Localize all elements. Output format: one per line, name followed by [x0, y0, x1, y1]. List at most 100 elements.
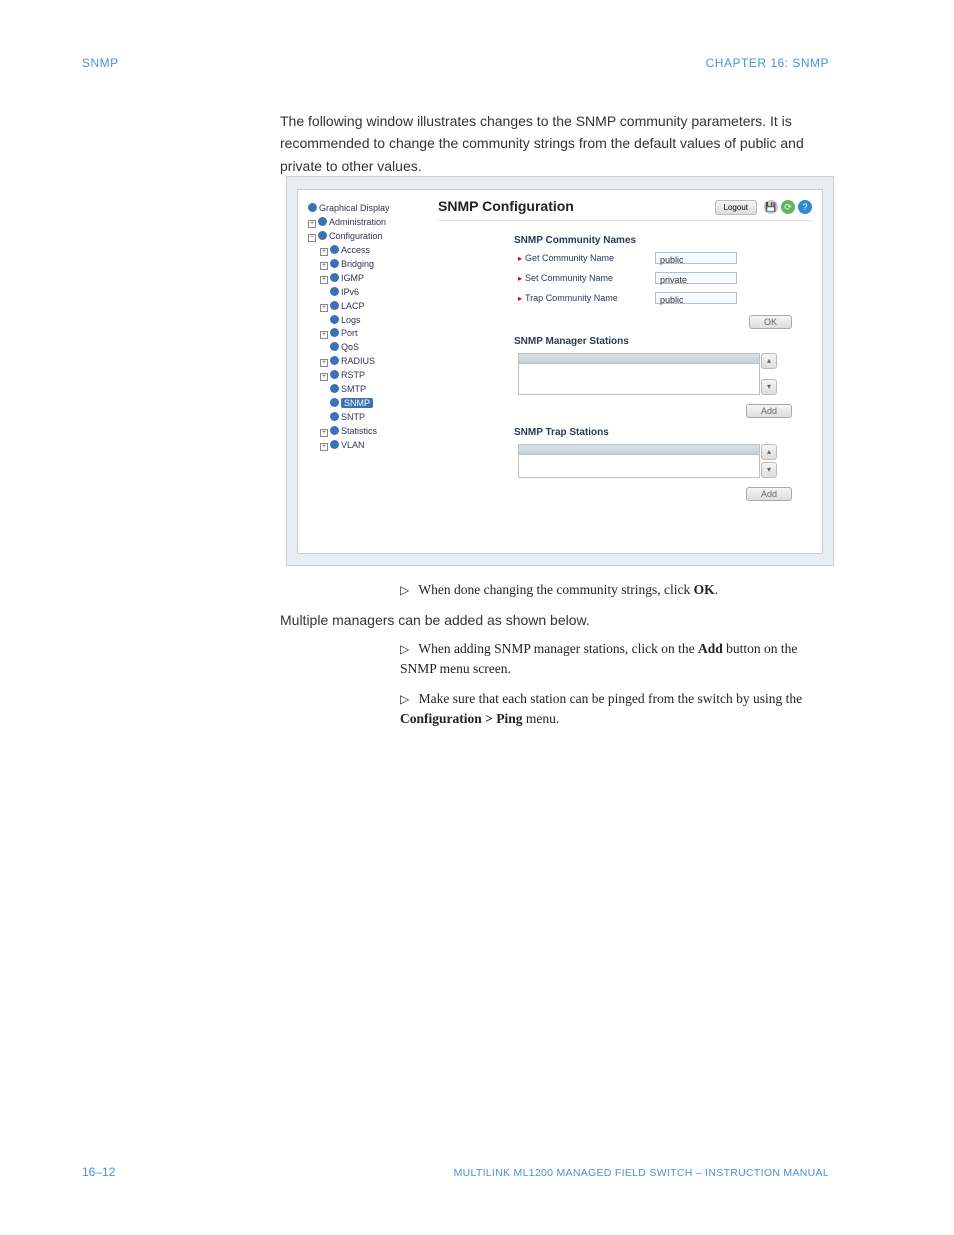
- tree-smtp[interactable]: SMTP: [330, 383, 423, 397]
- add-trap-row: Add: [438, 484, 792, 502]
- bullet-icon: [330, 342, 339, 351]
- pane-title: SNMP Configuration: [438, 198, 574, 214]
- instruction-3: ▷ Make sure that each station can be pin…: [400, 689, 830, 730]
- tree-access[interactable]: +Access: [320, 244, 423, 258]
- collapse-icon[interactable]: −: [308, 234, 316, 242]
- get-community-input[interactable]: public: [655, 252, 737, 264]
- expand-icon[interactable]: +: [320, 359, 328, 367]
- tree-logs[interactable]: Logs: [330, 314, 423, 328]
- scroll-up-icon[interactable]: ▴: [761, 444, 777, 460]
- divider: [438, 220, 812, 221]
- tree-rstp[interactable]: +RSTP: [320, 369, 423, 383]
- tree-port[interactable]: +Port: [320, 327, 423, 341]
- bullet-icon: [330, 315, 339, 324]
- add-trap-button[interactable]: Add: [746, 487, 792, 501]
- arrow-icon: ▸: [518, 274, 522, 283]
- screenshot-inner: Graphical Display +Administration −Confi…: [297, 189, 823, 554]
- expand-icon[interactable]: +: [320, 276, 328, 284]
- instruction-2: ▷ When adding SNMP manager stations, cli…: [400, 639, 830, 680]
- expand-icon[interactable]: +: [320, 262, 328, 270]
- content-pane: SNMP Configuration Logout 💾 ⟳ ? SNMP Com…: [428, 190, 822, 553]
- bullet-icon: [330, 356, 339, 365]
- tree-statistics[interactable]: +Statistics: [320, 425, 423, 439]
- arrow-icon: ▸: [518, 294, 522, 303]
- scroll-down-icon[interactable]: ▾: [761, 379, 777, 395]
- trap-community-input[interactable]: public: [655, 292, 737, 304]
- instruction-1: ▷ When done changing the community strin…: [400, 580, 830, 600]
- trap-community-label: Trap Community Name: [525, 293, 655, 303]
- expand-icon[interactable]: +: [320, 248, 328, 256]
- arrow-icon: ▸: [518, 254, 522, 263]
- tree-graphical-display[interactable]: Graphical Display: [308, 202, 423, 216]
- pane-header-icons: Logout 💾 ⟳ ?: [715, 200, 812, 215]
- bullet-icon: [330, 301, 339, 310]
- pane-header: SNMP Configuration Logout 💾 ⟳ ?: [438, 198, 812, 216]
- refresh-icon[interactable]: ⟳: [781, 200, 795, 214]
- screenshot-frame: Graphical Display +Administration −Confi…: [286, 176, 834, 566]
- add-manager-row: Add: [438, 401, 792, 419]
- bullet-icon: [330, 245, 339, 254]
- list-header: [519, 445, 759, 455]
- tree-qos[interactable]: QoS: [330, 341, 423, 355]
- expand-icon[interactable]: +: [320, 304, 328, 312]
- bullet-icon: [330, 287, 339, 296]
- nav-tree: Graphical Display +Administration −Confi…: [308, 202, 423, 453]
- bullet-icon: [308, 203, 317, 212]
- get-community-label: Get Community Name: [525, 253, 655, 263]
- tree-snmp[interactable]: SNMP: [330, 397, 423, 411]
- tree-sntp[interactable]: SNTP: [330, 411, 423, 425]
- row-get-community: ▸ Get Community Name public: [518, 252, 812, 264]
- header-left: SNMP: [82, 56, 119, 70]
- tree-igmp[interactable]: +IGMP: [320, 272, 423, 286]
- bullet-icon: [330, 384, 339, 393]
- expand-icon[interactable]: +: [320, 373, 328, 381]
- manager-stations-list[interactable]: ▴ ▾: [518, 353, 760, 395]
- expand-icon[interactable]: +: [320, 443, 328, 451]
- scroll-up-icon[interactable]: ▴: [761, 353, 777, 369]
- tree-administration[interactable]: +Administration: [308, 216, 423, 230]
- section-community-names: SNMP Community Names: [514, 235, 812, 246]
- bullet-icon: [330, 273, 339, 282]
- tree-radius[interactable]: +RADIUS: [320, 355, 423, 369]
- bullet-icon: [330, 412, 339, 421]
- ok-button[interactable]: OK: [749, 315, 792, 329]
- bullet-icon: [330, 426, 339, 435]
- triangle-icon: ▷: [400, 692, 409, 706]
- bullet-icon: [330, 328, 339, 337]
- expand-icon[interactable]: +: [320, 429, 328, 437]
- body-text-2: Multiple managers can be added as shown …: [280, 609, 590, 631]
- triangle-icon: ▷: [400, 642, 409, 656]
- section-trap-stations: SNMP Trap Stations: [514, 427, 812, 438]
- tree-configuration[interactable]: −Configuration: [308, 230, 423, 244]
- ok-row: OK: [438, 312, 792, 330]
- footer-title: MULTILINK ML1200 MANAGED FIELD SWITCH – …: [454, 1167, 829, 1179]
- tree-ipv6[interactable]: IPv6: [330, 286, 423, 300]
- bullet-icon: [318, 231, 327, 240]
- footer-page-number: 16–12: [82, 1165, 115, 1179]
- bullet-icon: [330, 440, 339, 449]
- set-community-input[interactable]: private: [655, 272, 737, 284]
- tree-vlan[interactable]: +VLAN: [320, 439, 423, 453]
- row-set-community: ▸ Set Community Name private: [518, 272, 812, 284]
- expand-icon[interactable]: +: [320, 331, 328, 339]
- help-icon[interactable]: ?: [798, 200, 812, 214]
- bullet-icon: [318, 217, 327, 226]
- expand-icon[interactable]: +: [308, 220, 316, 228]
- section-manager-stations: SNMP Manager Stations: [514, 336, 812, 347]
- set-community-label: Set Community Name: [525, 273, 655, 283]
- list-header: [519, 354, 759, 364]
- bullet-icon: [330, 398, 339, 407]
- logout-button[interactable]: Logout: [715, 200, 757, 215]
- save-icon[interactable]: 💾: [764, 200, 778, 214]
- row-trap-community: ▸ Trap Community Name public: [518, 292, 812, 304]
- add-manager-button[interactable]: Add: [746, 404, 792, 418]
- tree-lacp[interactable]: +LACP: [320, 300, 423, 314]
- tree-bridging[interactable]: +Bridging: [320, 258, 423, 272]
- scroll-down-icon[interactable]: ▾: [761, 462, 777, 478]
- trap-stations-list[interactable]: ▴ ▾: [518, 444, 760, 478]
- bullet-icon: [330, 259, 339, 268]
- bullet-icon: [330, 370, 339, 379]
- intro-paragraph: The following window illustrates changes…: [280, 110, 835, 177]
- header-right: CHAPTER 16: SNMP: [706, 56, 829, 70]
- triangle-icon: ▷: [400, 583, 409, 597]
